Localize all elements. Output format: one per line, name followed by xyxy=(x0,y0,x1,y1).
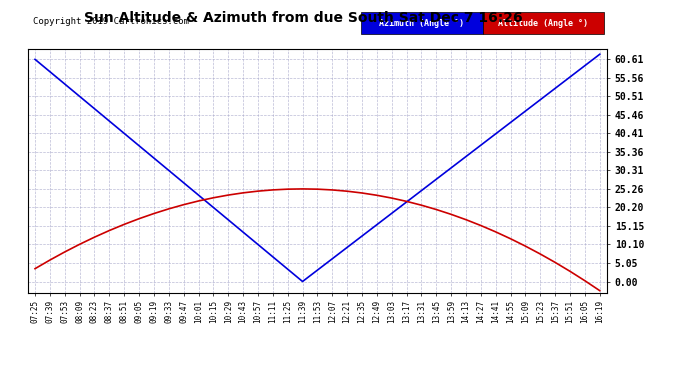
Text: Copyright 2019 Cartronics.com: Copyright 2019 Cartronics.com xyxy=(33,17,189,26)
Bar xyxy=(482,12,604,34)
Text: Azimuth (Angle °): Azimuth (Angle °) xyxy=(380,19,464,28)
Text: Altitude (Angle °): Altitude (Angle °) xyxy=(498,19,589,28)
Text: Sun Altitude & Azimuth from due South Sat Dec 7 16:26: Sun Altitude & Azimuth from due South Sa… xyxy=(84,11,523,25)
Bar xyxy=(361,12,482,34)
